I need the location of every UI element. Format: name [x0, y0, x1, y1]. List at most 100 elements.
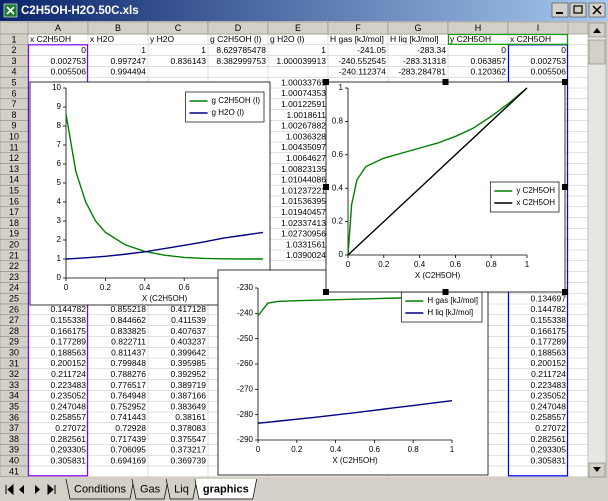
row-header-label: 22 [9, 261, 19, 271]
legend-label: H gas [kJ/mol] [427, 296, 478, 305]
column-header-label: D [235, 23, 242, 33]
cell: 0.378083 [171, 423, 207, 433]
x-tick-label: 0 [64, 283, 69, 292]
y-tick-label: -270 [237, 384, 254, 393]
x-axis-label: X (C2H5OH) [415, 271, 461, 280]
cell: 0.155338 [531, 315, 567, 325]
y-tick-label: 0.6 [332, 150, 344, 159]
cell: 0.235052 [51, 391, 87, 401]
cell: 0.399642 [171, 347, 207, 357]
cell: 8.629785478 [216, 45, 266, 55]
cell: 1.01940457 [281, 207, 326, 217]
cell: 0.247048 [51, 401, 87, 411]
legend-box [185, 91, 265, 123]
cell: 1 [321, 45, 326, 55]
x-axis-label: X (C2H5OH) [142, 294, 188, 303]
row-header-label: 21 [9, 250, 19, 260]
cell: 1 [141, 45, 146, 55]
row-header-label: 41 [9, 466, 19, 476]
range-highlight [447, 33, 569, 45]
y-tick-label: 6 [57, 159, 62, 168]
row-header-label: 3 [11, 56, 16, 66]
sheet-tab[interactable]: Liq [165, 478, 198, 500]
y-tick-label: 1 [57, 254, 62, 263]
y-tick-label: 3 [57, 216, 62, 225]
legend-label: g C2H5OH (l) [212, 96, 261, 105]
row-header-label: 24 [9, 283, 19, 293]
y-tick-label: 8 [57, 121, 62, 130]
last-tab-button[interactable] [47, 483, 56, 496]
sheet-area: A B C D E F G H I1234567891011121314151617181920… [0, 21, 589, 478]
cell: 0.844662 [111, 315, 147, 325]
row-header-label: 16 [9, 196, 19, 206]
y-tick-label: -230 [237, 283, 254, 292]
column-header-label: C [175, 23, 182, 33]
x-tick-label: 0.2 [291, 445, 303, 454]
cell: 0.166175 [51, 326, 87, 336]
cell: 0.211724 [531, 369, 566, 379]
cell: 1.01536395 [281, 196, 326, 206]
vertical-scrollbar[interactable] [587, 21, 607, 479]
selection-handle [442, 79, 449, 85]
cell: 1.0036328 [286, 131, 326, 141]
x-tick-label: 0.2 [378, 260, 390, 269]
cell: 0.293305 [531, 445, 567, 455]
row-header-label: 18 [9, 218, 19, 228]
row-header-label: 34 [9, 391, 19, 401]
y-tick-label: 0.4 [332, 183, 344, 192]
embedded-chart[interactable]: 0 0.2 0.4 0.6 0.8 1 0 0.2 0.4 0.6 0.8 1 X (C2H5OH) y … [323, 79, 568, 295]
cell: 0.836143 [171, 56, 207, 66]
minimize-button[interactable] [551, 2, 569, 18]
cell: 0.223483 [51, 380, 87, 390]
row-header-label: 28 [9, 326, 19, 336]
cell: 0 [501, 45, 506, 55]
first-tab-button[interactable] [5, 483, 14, 496]
cell: 0.27072 [535, 423, 566, 433]
sheet-tab-shape [165, 478, 198, 500]
cell: 0.833825 [111, 326, 147, 336]
row-header-label: 1 [11, 34, 16, 44]
cell: H gas [kJ/mol] [330, 34, 384, 44]
y-tick-label: 9 [57, 102, 62, 111]
row-header-label: 23 [9, 272, 19, 282]
embedded-chart[interactable]: -290 -280 -270 -260 -250 -240 -230 0 0.2 0.4 0.6 0.… [217, 269, 489, 476]
row-header-label: 5 [11, 77, 16, 87]
scroll-thumb[interactable] [588, 39, 606, 65]
prev-tab-button[interactable] [19, 485, 24, 494]
cell: 0 [81, 45, 86, 55]
next-tab-button[interactable] [35, 485, 40, 494]
x-tick-label: 0.6 [179, 283, 191, 292]
x-tick-label: 0.4 [330, 445, 342, 454]
row-header-label: 39 [9, 445, 19, 455]
cell: 0.002753 [531, 56, 567, 66]
row-header-label: 29 [9, 337, 19, 347]
file-icon-glyph [6, 6, 15, 15]
cell: 1.0064627 [286, 153, 326, 163]
sheet-tab[interactable]: Conditions [65, 478, 135, 500]
cell: 0.211724 [51, 369, 86, 379]
cell: 0.134697 [531, 293, 567, 303]
scroll-down-glyph [593, 467, 601, 472]
row-header-label: 37 [9, 423, 19, 433]
cell: 1.02337413 [281, 218, 326, 228]
series-line [347, 87, 528, 256]
column-header-label: A [55, 23, 61, 33]
restore-button[interactable] [569, 2, 587, 18]
legend-label: g H2O (l) [212, 108, 245, 117]
window-buttons[interactable] [551, 2, 606, 18]
cell: 1.00267882 [281, 121, 326, 131]
tab-navigation[interactable] [5, 483, 56, 496]
sheet-tab[interactable]: graphics [194, 478, 258, 500]
column-header-label: H [475, 23, 482, 33]
legend-box [489, 181, 560, 213]
cell: 1.00823135 [281, 164, 326, 174]
cell: 0.411539 [171, 315, 206, 325]
cell: 0.375547 [171, 434, 207, 444]
window-title: C2H5OH-H2O.50C.xls [21, 5, 139, 17]
y-tick-label: -250 [237, 334, 254, 343]
cell: 0.27072 [55, 423, 86, 433]
row-header-label: 13 [9, 164, 19, 174]
sheet-tab[interactable]: Gas [131, 478, 169, 500]
